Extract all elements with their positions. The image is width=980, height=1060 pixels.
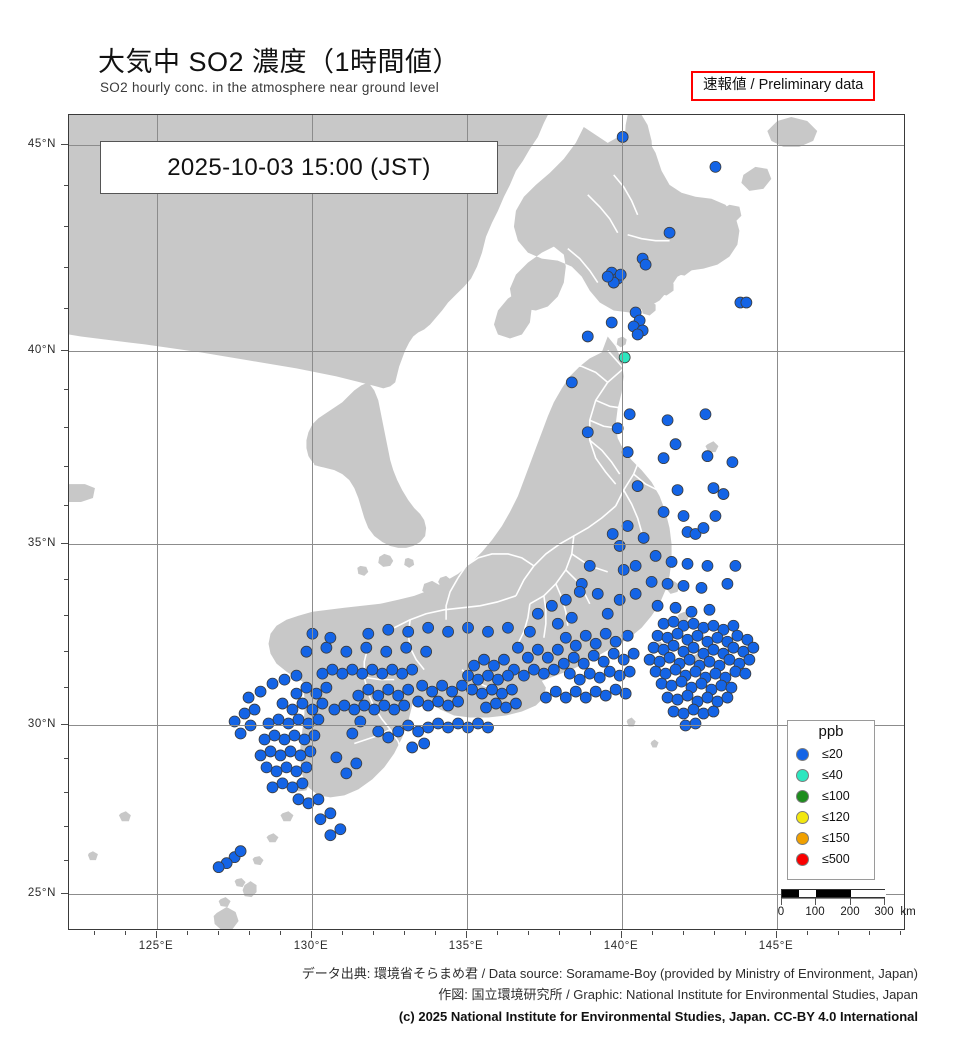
lat-label-25: 25°N (27, 887, 56, 899)
status-badge: 速報値 / Preliminary data (691, 71, 876, 101)
timestamp-box: 2025-10-03 15:00 (JST) (100, 141, 498, 194)
lat-label-35: 35°N (27, 537, 56, 549)
gridline-lat-40 (69, 351, 904, 352)
lat-label-30: 30°N (27, 718, 56, 730)
legend-dot-icon-1 (796, 768, 809, 782)
legend-item-1: ≤40 (788, 765, 874, 786)
page-subtitle: SO2 hourly conc. in the atmosphere near … (100, 80, 440, 95)
scale-label-2: 200 (840, 906, 860, 918)
scale-unit-label: km (900, 906, 916, 918)
legend-title: ppb (818, 723, 844, 740)
scale-seg-0 (782, 890, 799, 897)
legend-dot-icon-4 (796, 831, 809, 845)
scale-seg-1 (799, 890, 816, 897)
lat-label-40: 40°N (27, 344, 56, 356)
korea-islands (69, 454, 415, 576)
honshu (268, 336, 672, 704)
lon-label-140: 140°E (603, 940, 639, 952)
so2-station-markers (212, 131, 760, 874)
map-canvas (69, 115, 818, 929)
footer-copyright: (c) 2025 National Institute for Environm… (398, 1009, 918, 1024)
legend-item-4: ≤150 (788, 828, 874, 849)
ryukyu-islands (87, 811, 257, 929)
legend-label-2: ≤100 (822, 789, 850, 803)
legend-dot-icon-0 (796, 747, 809, 761)
hokkaido (493, 126, 740, 339)
gridline-lon-145 (777, 115, 778, 929)
markers-le-20 (212, 131, 760, 874)
lat-label-45: 45°N (27, 138, 56, 150)
page-title: 大気中 SO2 濃度（1時間値） (98, 47, 461, 77)
landmass-layer (69, 115, 818, 929)
legend-label-0: ≤20 (822, 747, 843, 761)
scale-bar-track (781, 889, 886, 898)
map-plot-area (68, 114, 905, 930)
gridline-lon-130 (312, 115, 313, 929)
legend-item-2: ≤100 (788, 786, 874, 807)
legend-item-5: ≤500 (788, 849, 874, 870)
legend-dot-icon-2 (796, 789, 809, 803)
scale-label-3: 300 (874, 906, 894, 918)
footer-data-source: データ出典: 環境省そらまめ君 / Data source: Soramame-… (301, 966, 918, 981)
legend-label-5: ≤500 (822, 852, 850, 866)
scale-seg-3 (851, 890, 886, 897)
gridline-lat-35 (69, 544, 904, 545)
legend-item-0: ≤20 (788, 744, 874, 765)
gridline-lat-25 (69, 894, 904, 895)
markers-le-40 (618, 351, 631, 364)
footer: データ出典: 環境省そらまめ君 / Data source: Soramame-… (0, 963, 980, 1029)
lon-label-125: 125°E (138, 940, 174, 952)
legend-dot-icon-3 (796, 810, 809, 824)
scale-seg-2 (816, 890, 851, 897)
scale-label-1: 100 (805, 906, 825, 918)
legend-box: ppb ≤20 ≤40 ≤100 ≤120 ≤150 ≤500 (787, 720, 875, 880)
scale-bar-ticks (781, 898, 885, 905)
lon-label-145: 145°E (758, 940, 794, 952)
lon-label-135: 135°E (448, 940, 484, 952)
korea-peninsula (306, 382, 427, 548)
legend-label-4: ≤150 (822, 831, 850, 845)
scale-label-0: 0 (777, 906, 785, 918)
gridline-lat-30 (69, 725, 904, 726)
legend-dot-icon-5 (796, 852, 809, 866)
lon-label-130: 130°E (293, 940, 329, 952)
footer-graphic-credit: 作図: 国立環境研究所 / Graphic: National Institut… (438, 987, 918, 1002)
gridline-lon-125 (157, 115, 158, 929)
legend-label-3: ≤120 (822, 810, 850, 824)
gridline-lon-135 (467, 115, 468, 929)
legend-item-3: ≤120 (788, 807, 874, 828)
scale-bar: 0 100 200 300 km (778, 889, 916, 920)
legend-label-1: ≤40 (822, 768, 843, 782)
gridline-lon-140 (622, 115, 623, 929)
scale-bar-labels: 0 100 200 300 km (775, 906, 916, 920)
